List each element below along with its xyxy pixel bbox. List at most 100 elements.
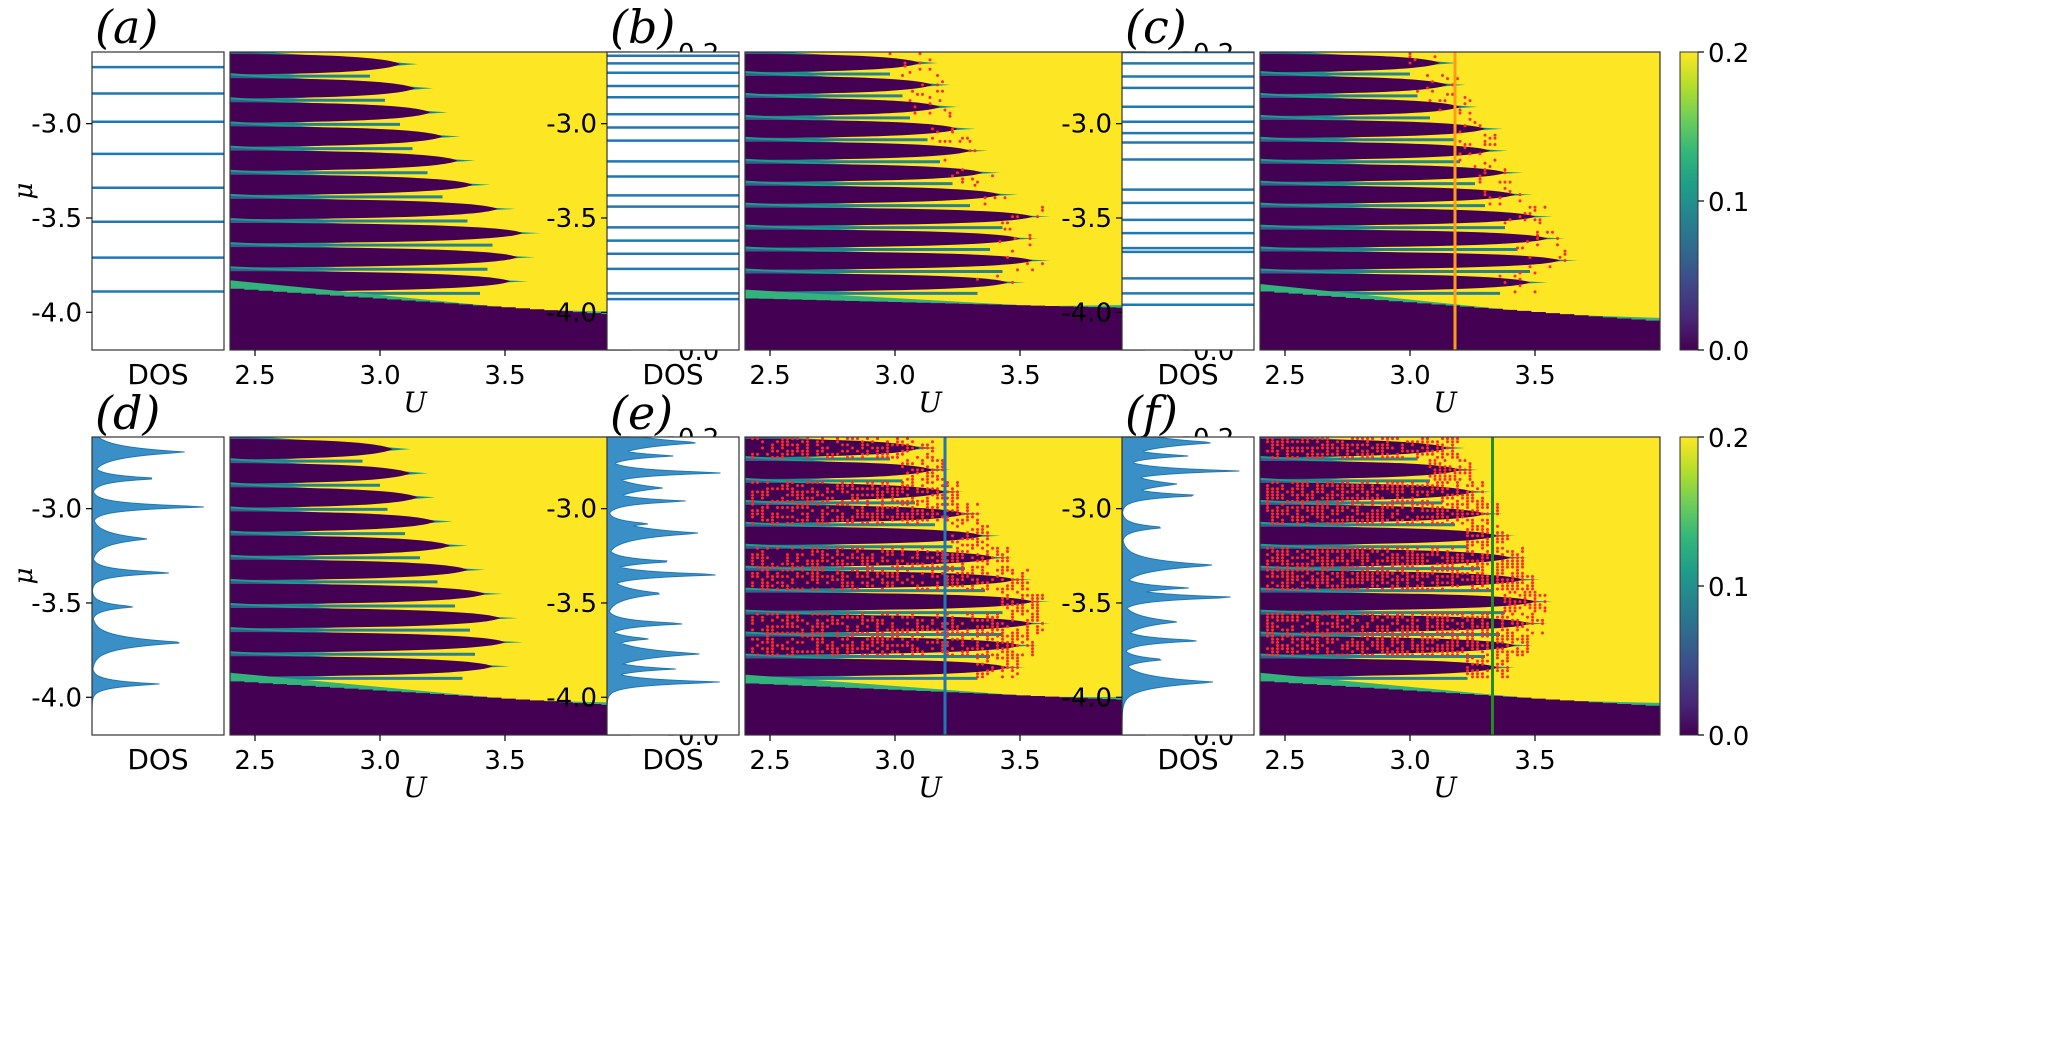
- red-dot: [1381, 568, 1384, 572]
- red-dot: [866, 449, 869, 453]
- red-dot: [1381, 628, 1384, 632]
- red-dot: [821, 440, 824, 444]
- red-dot: [811, 650, 814, 654]
- red-dot: [1446, 480, 1449, 484]
- red-dot: [1036, 603, 1039, 607]
- red-dot: [1006, 559, 1009, 563]
- red-dot: [1456, 484, 1459, 488]
- red-dot: [981, 662, 984, 666]
- red-dot: [1533, 590, 1537, 594]
- red-dot: [911, 650, 914, 654]
- red-dot: [1508, 218, 1512, 222]
- red-dot: [1436, 568, 1439, 572]
- red-dot: [1351, 549, 1354, 553]
- red-dot: [861, 443, 864, 447]
- red-dot: [1538, 221, 1542, 225]
- red-dot: [831, 556, 834, 560]
- red-dot: [806, 634, 809, 638]
- red-dot: [1478, 124, 1482, 128]
- red-dot: [821, 518, 824, 522]
- red-dot: [1281, 628, 1284, 632]
- red-dot: [1331, 490, 1334, 494]
- red-dot: [1533, 596, 1537, 600]
- red-dot: [946, 553, 949, 557]
- red-dot: [1296, 440, 1299, 444]
- red-dot: [821, 640, 824, 644]
- red-dot: [1271, 546, 1274, 550]
- red-dot: [986, 618, 989, 622]
- red-dot: [1426, 440, 1429, 444]
- red-dot: [1443, 465, 1447, 469]
- red-dot: [796, 496, 799, 500]
- red-dot: [1406, 653, 1409, 657]
- red-dot: [786, 484, 789, 488]
- red-dot: [761, 581, 764, 585]
- red-dot: [831, 496, 834, 500]
- red-dot: [1371, 615, 1374, 619]
- red-dot: [976, 578, 979, 582]
- red-dot: [1001, 600, 1004, 604]
- red-dot: [751, 455, 754, 459]
- red-dot: [1011, 615, 1014, 619]
- red-dot: [951, 493, 954, 497]
- red-dot: [841, 622, 844, 626]
- red-dot: [821, 521, 824, 525]
- red-dot: [1011, 637, 1014, 641]
- red-dot: [961, 562, 964, 566]
- red-dot: [971, 578, 974, 582]
- red-dot: [931, 480, 934, 484]
- red-dot: [986, 612, 989, 616]
- red-dot: [1411, 553, 1414, 557]
- red-dot: [971, 546, 974, 550]
- red-dot: [1463, 142, 1467, 146]
- red-dot: [1528, 606, 1532, 610]
- red-dot: [1381, 512, 1384, 516]
- red-dot: [1296, 480, 1299, 484]
- red-dot: [1406, 559, 1409, 563]
- red-dot: [1326, 437, 1329, 441]
- red-dot: [1471, 553, 1474, 557]
- red-dot: [921, 92, 924, 96]
- red-dot: [1366, 612, 1369, 616]
- red-dot: [1326, 499, 1329, 503]
- red-dot: [796, 612, 799, 616]
- red-dot: [1511, 650, 1514, 654]
- red-dot: [821, 634, 824, 638]
- red-dot: [771, 515, 774, 519]
- red-dot: [1371, 496, 1374, 500]
- red-dot: [991, 665, 994, 669]
- red-dot: [901, 465, 904, 469]
- red-dot: [841, 490, 844, 494]
- red-dot: [1021, 571, 1024, 575]
- red-dot: [1411, 622, 1414, 626]
- red-dot: [1341, 559, 1344, 563]
- red-dot: [1321, 506, 1324, 510]
- red-dot: [1386, 440, 1389, 444]
- red-dot: [1341, 575, 1344, 579]
- red-dot: [801, 502, 804, 506]
- red-dot: [1461, 647, 1464, 651]
- red-dot: [1341, 653, 1344, 657]
- red-dot: [811, 549, 814, 553]
- red-dot: [888, 52, 892, 56]
- red-dot: [1291, 640, 1294, 644]
- red-dot: [1336, 493, 1339, 497]
- red-dot: [1433, 477, 1437, 481]
- red-dot: [1296, 518, 1299, 522]
- red-dot: [1026, 643, 1029, 647]
- red-dot: [1331, 578, 1334, 582]
- red-dot: [1426, 86, 1429, 90]
- red-dot: [971, 612, 974, 616]
- red-dot: [1356, 446, 1359, 450]
- red-dot: [851, 515, 854, 519]
- red-dot: [1276, 647, 1279, 651]
- red-dot: [941, 571, 944, 575]
- red-dot: [1311, 496, 1314, 500]
- red-dot: [926, 499, 929, 503]
- red-dot: [1276, 615, 1279, 619]
- red-dot: [1411, 643, 1414, 647]
- red-dot: [1346, 559, 1349, 563]
- red-dot: [816, 568, 819, 572]
- red-dot: [1296, 562, 1299, 566]
- red-dot: [911, 565, 914, 569]
